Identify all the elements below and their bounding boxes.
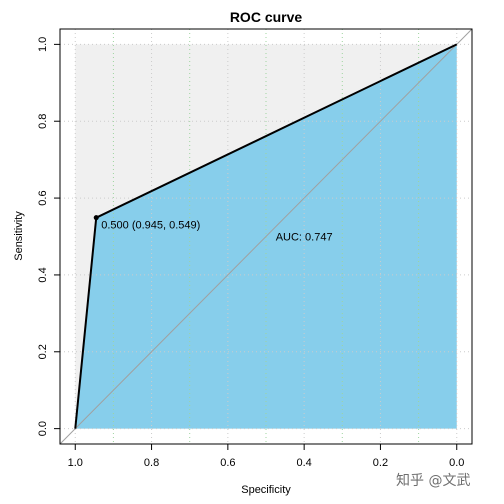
grid-lines: [60, 29, 472, 444]
y-tick-label: 0.2: [37, 344, 49, 359]
y-tick-label: 0.6: [37, 190, 49, 205]
y-axis: 0.0 0.2 0.4 0.6 0.8 1.0: [37, 37, 60, 436]
x-tick-label: 0.4: [296, 457, 311, 469]
y-tick-label: 0.8: [37, 114, 49, 129]
y-tick-label: 0.0: [37, 421, 49, 436]
x-tick-label: 0.8: [144, 457, 159, 469]
x-tick-label: 0.2: [373, 457, 388, 469]
watermark-text: 知乎 @文武: [396, 473, 471, 489]
auc-label: AUC: 0.747: [276, 231, 333, 243]
threshold-point: [93, 215, 99, 221]
x-axis-title: Specificity: [241, 484, 291, 496]
threshold-label: 0.500 (0.945, 0.549): [101, 220, 200, 232]
chart-title: ROC curve: [230, 9, 303, 25]
plot-frame: [59, 28, 473, 445]
x-axis: 1.0 0.8 0.6 0.4 0.2 0.0: [68, 444, 464, 469]
x-tick-label: 0.6: [220, 457, 235, 469]
chance-diagonal: [59, 28, 473, 445]
y-tick-label: 1.0: [37, 37, 49, 52]
x-tick-label: 1.0: [68, 457, 83, 469]
y-axis-title: Sensitivity: [13, 211, 25, 261]
y-tick-label: 0.4: [37, 267, 49, 282]
x-tick-label: 0.0: [449, 457, 464, 469]
